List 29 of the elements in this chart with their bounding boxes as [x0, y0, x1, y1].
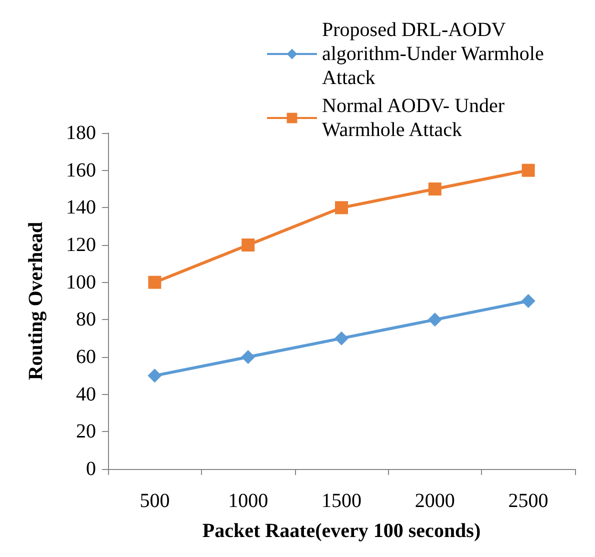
point	[428, 182, 442, 196]
x-tick-label: 500	[140, 490, 170, 512]
y-tick-label: 20	[76, 420, 96, 443]
point	[521, 294, 536, 308]
y-tick-label: 100	[66, 271, 96, 294]
point	[428, 312, 442, 327]
legend-label: Proposed DRL-AODV algorithm-Under Warmhole Attack	[322, 19, 549, 89]
point	[522, 164, 535, 177]
point	[148, 276, 162, 289]
x-tick-label: 2500	[508, 490, 548, 512]
y-tick-label: 40	[76, 383, 96, 406]
y-tick-label: 140	[66, 196, 96, 219]
y-tick-label: 80	[76, 308, 96, 331]
legend-label: Normal AODV- Under Warmhole Attack	[322, 95, 510, 141]
y-tick-label: 180	[66, 122, 96, 144]
y-tick-label: 0	[86, 458, 96, 480]
point	[148, 368, 162, 383]
x-axis-title: Packet Raate(every 100 seconds)	[202, 520, 481, 542]
x-tick-label: 1000	[228, 490, 268, 512]
y-tick-label: 60	[76, 346, 96, 368]
x-tick-label: 1500	[322, 490, 362, 512]
y-tick-label: 120	[66, 234, 96, 256]
y-axis-title: Routing Overhead	[25, 222, 47, 380]
point	[335, 201, 348, 214]
y-tick-label: 160	[66, 159, 96, 182]
point	[334, 331, 348, 346]
point	[241, 350, 256, 364]
x-tick-label: 2000	[414, 490, 455, 512]
point	[242, 238, 255, 252]
